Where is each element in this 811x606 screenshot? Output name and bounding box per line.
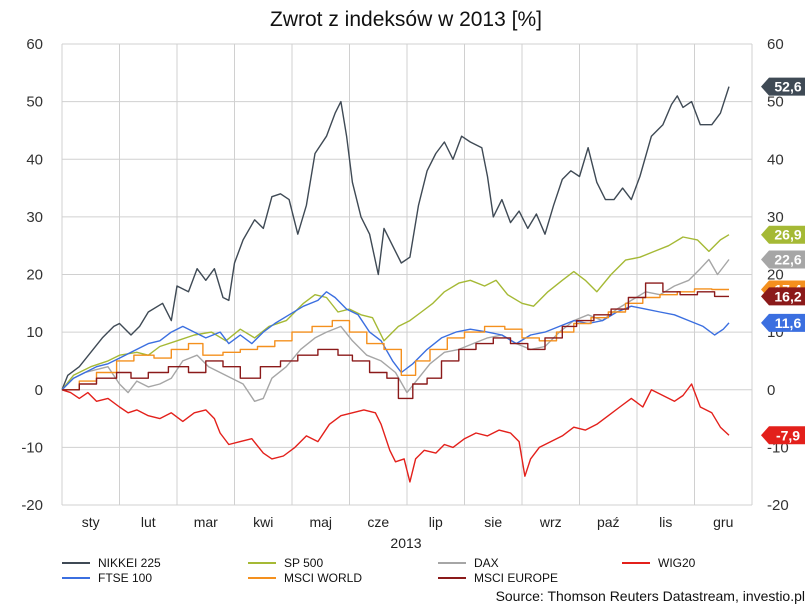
end-label-text: 52,6 bbox=[774, 79, 801, 95]
x-tick-label: gru bbox=[713, 514, 733, 530]
series-line-wig20 bbox=[61, 383, 730, 483]
series-line-ftse-100 bbox=[61, 291, 730, 391]
end-labels: 52,626,922,6-7,911,617,416,2 bbox=[761, 77, 805, 445]
y-tick-right: 40 bbox=[767, 151, 784, 168]
y-tick-left: -10 bbox=[21, 439, 43, 456]
series-layer bbox=[61, 86, 730, 483]
end-label-text: -7,9 bbox=[776, 427, 800, 443]
end-label-text: 11,6 bbox=[775, 315, 802, 331]
end-label-wig20: -7,9 bbox=[761, 426, 805, 445]
y-tick-left: 60 bbox=[26, 36, 43, 53]
legend-item-dax: DAX bbox=[438, 556, 499, 570]
x-tick-label: sie bbox=[484, 514, 502, 530]
x-tick-label: paź bbox=[597, 514, 620, 530]
legend-item-nikkei-225: NIKKEI 225 bbox=[62, 556, 161, 570]
y-tick-left: 30 bbox=[26, 209, 43, 226]
y-tick-left: -20 bbox=[21, 497, 43, 514]
x-tick-label: sty bbox=[82, 514, 100, 530]
y-tick-left: 20 bbox=[26, 267, 43, 284]
grid bbox=[61, 43, 753, 506]
legend-item-sp-500: SP 500 bbox=[248, 556, 323, 570]
y-tick-right: 0 bbox=[767, 382, 775, 399]
x-tick-label: mar bbox=[194, 514, 218, 530]
end-label-badge bbox=[761, 313, 805, 332]
source-note: Source: Thomson Reuters Datastream, inve… bbox=[496, 588, 805, 604]
x-tick-label: lis bbox=[659, 514, 672, 530]
x-tick-label: wrz bbox=[539, 514, 562, 530]
end-label-dax: 22,6 bbox=[761, 250, 805, 269]
end-label-text: 22,6 bbox=[774, 252, 801, 268]
series-line-nikkei-225 bbox=[61, 86, 730, 391]
series-line-msci-world bbox=[62, 288, 729, 391]
x-tick-label: kwi bbox=[253, 514, 273, 530]
y-axis-left: -20 -10 0 10 20 30 40 50 60 bbox=[21, 36, 43, 514]
end-label-badge bbox=[761, 287, 805, 306]
x-tick-label: lut bbox=[141, 514, 156, 530]
x-axis-label: 2013 bbox=[390, 535, 421, 551]
x-tick-label: cze bbox=[367, 514, 389, 530]
end-label-nikkei-225: 52,6 bbox=[761, 77, 805, 96]
series-line-sp-500 bbox=[61, 234, 730, 391]
legend: NIKKEI 225 SP 500 DAX WIG20 FTSE 100 MSCI WOR… bbox=[62, 556, 696, 585]
legend-label: NIKKEI 225 bbox=[98, 556, 161, 570]
y-tick-right: 30 bbox=[767, 209, 784, 226]
legend-label: WIG20 bbox=[658, 556, 696, 570]
legend-item-msci-europe: MSCI EUROPE bbox=[438, 571, 558, 585]
x-axis: sty lut mar kwi maj cze lip sie wrz paź lis gru bbox=[82, 514, 734, 530]
legend-label: FTSE 100 bbox=[98, 571, 152, 585]
y-tick-left: 10 bbox=[26, 324, 43, 341]
y-tick-left: 40 bbox=[26, 151, 43, 168]
legend-label: MSCI EUROPE bbox=[474, 571, 558, 585]
legend-item-ftse-100: FTSE 100 bbox=[62, 571, 152, 585]
end-label-text: 26,9 bbox=[774, 227, 801, 243]
end-label-ftse-100: 11,6 bbox=[761, 313, 805, 332]
end-label-msci-europe: 16,2 bbox=[761, 287, 805, 306]
legend-label: MSCI WORLD bbox=[284, 571, 362, 585]
x-tick-label: maj bbox=[309, 514, 332, 530]
series-line-msci-europe bbox=[62, 282, 729, 400]
y-tick-left: 0 bbox=[35, 382, 43, 399]
y-tick-right: 60 bbox=[767, 36, 784, 53]
end-label-sp-500: 26,9 bbox=[761, 225, 805, 244]
y-tick-right: 50 bbox=[767, 94, 784, 111]
end-label-badge bbox=[761, 225, 805, 244]
legend-item-msci-world: MSCI WORLD bbox=[248, 571, 362, 585]
end-label-badge bbox=[761, 250, 805, 269]
y-tick-right: 20 bbox=[767, 267, 784, 284]
series-line-dax bbox=[61, 258, 730, 402]
legend-label: SP 500 bbox=[284, 556, 323, 570]
y-tick-left: 50 bbox=[26, 94, 43, 111]
legend-label: DAX bbox=[474, 556, 499, 570]
chart-title: Zwrot z indeksów w 2013 [%] bbox=[270, 8, 542, 31]
x-tick-label: lip bbox=[429, 514, 443, 530]
legend-item-wig20: WIG20 bbox=[622, 556, 696, 570]
end-label-text: 16,2 bbox=[774, 288, 801, 304]
end-label-badge bbox=[761, 426, 805, 445]
y-tick-right: -20 bbox=[767, 497, 789, 514]
end-label-badge bbox=[761, 77, 805, 96]
